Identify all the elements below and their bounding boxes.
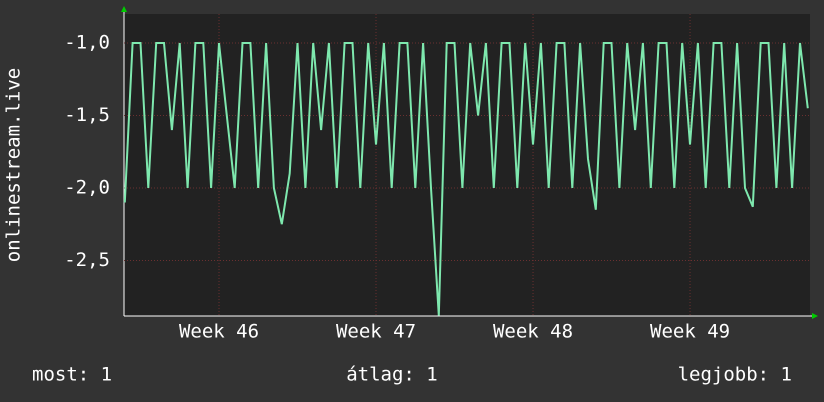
data-line [123, 42, 809, 316]
legend-item: átlag: 1 [346, 364, 438, 386]
legend-item: legjobb: 1 [678, 364, 792, 386]
x-tick-label: Week 49 [650, 321, 730, 343]
legend-item: most: 1 [32, 364, 112, 386]
y-tick-label: -1,5 [64, 104, 110, 126]
y-tick-label: -2,0 [64, 176, 110, 198]
y-tick-label: -1,0 [64, 31, 110, 53]
axis-arrow [812, 313, 818, 319]
y-axis-title: onlinestream.live [3, 68, 25, 262]
axis-arrow [121, 6, 127, 12]
x-tick-label: Week 46 [179, 321, 259, 343]
y-tick-label: -2,5 [64, 249, 110, 271]
x-tick-label: Week 47 [336, 321, 416, 343]
x-tick-label: Week 48 [493, 321, 573, 343]
